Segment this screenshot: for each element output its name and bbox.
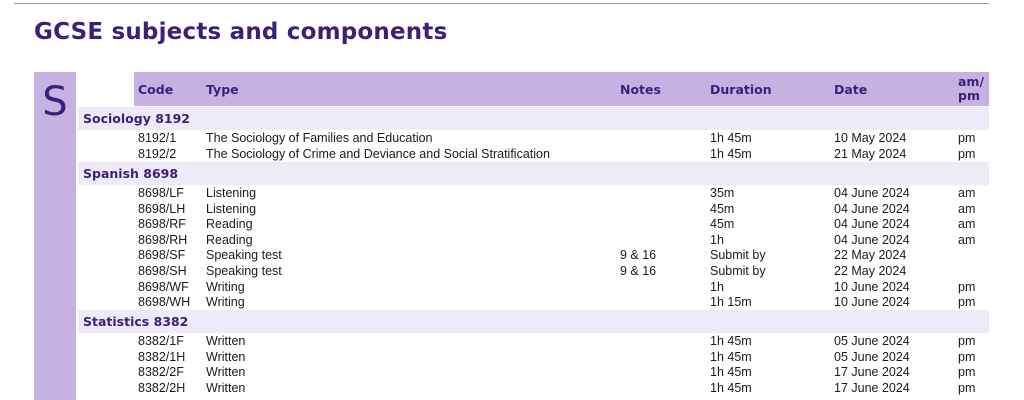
cell-code: 8382/2H	[138, 380, 186, 395]
cell-type: The Sociology of Families and Education	[206, 131, 433, 145]
cell-duration: 1h 45m	[710, 380, 752, 395]
cell-date: 21 May 2024	[834, 146, 907, 161]
cell-duration: 1h 45m	[710, 146, 752, 161]
cell-duration: 1h 15m	[710, 295, 752, 310]
cell-date: 04 June 2024	[834, 201, 910, 216]
cell-type: Written	[206, 334, 246, 348]
cell-duration: 1h	[710, 232, 724, 247]
cell-date: 17 June 2024	[834, 380, 910, 395]
cell-ampm: pm	[958, 279, 976, 294]
cell-type: Listening	[206, 186, 257, 200]
cell-code: 8698/RF	[138, 217, 186, 232]
cell-type: Speaking test	[206, 248, 282, 263]
cell-type: Writing	[206, 279, 245, 294]
column-header-date: Date	[834, 82, 868, 97]
cell-code: 8382/1H	[138, 349, 186, 364]
cell-duration: 45m	[710, 201, 735, 216]
cell-duration: 45m	[710, 217, 735, 232]
cell-date: 10 June 2024	[834, 279, 910, 294]
cell-notes: 9 & 16	[620, 248, 657, 263]
cell-ampm: pm	[958, 334, 976, 348]
cell-code: 8192/1	[138, 131, 177, 145]
cell-ampm: pm	[958, 365, 976, 380]
column-header-code: Code	[138, 82, 174, 97]
cell-type: Speaking test	[206, 264, 282, 278]
cell-duration: Submit by	[710, 248, 766, 263]
section-letter: S	[42, 79, 68, 125]
cell-duration: 35m	[710, 186, 735, 200]
cell-notes: 9 & 16	[620, 264, 657, 278]
subject-title: Sociology 8192	[83, 111, 190, 126]
cell-code: 8698/LH	[138, 201, 186, 216]
subject-heading: Statistics 8382	[78, 310, 989, 333]
cell-date: 17 June 2024	[834, 365, 910, 380]
cell-duration: 1h 45m	[710, 365, 752, 380]
cell-date: 22 May 2024	[834, 264, 907, 278]
cell-code: 8192/2	[138, 146, 177, 161]
cell-code: 8698/RH	[138, 232, 188, 247]
cell-ampm: am	[958, 232, 976, 247]
column-header-ampm: am/ pm	[958, 74, 985, 103]
cell-code: 8698/LF	[138, 186, 184, 200]
cell-code: 8698/SF	[138, 248, 186, 263]
subject-title: Statistics 8382	[83, 314, 189, 329]
cell-date: 04 June 2024	[834, 232, 910, 247]
cell-duration: 1h 45m	[710, 131, 752, 145]
cell-type: Writing	[206, 295, 245, 310]
cell-duration: 1h	[710, 279, 724, 294]
section-letter-tab: S	[34, 72, 76, 400]
cell-date: 04 June 2024	[834, 186, 910, 200]
cell-ampm: pm	[958, 349, 976, 364]
cell-ampm: am	[958, 201, 976, 216]
cell-type: Reading	[206, 232, 253, 247]
cell-code: 8382/1F	[138, 334, 184, 348]
cell-duration: 1h 45m	[710, 334, 752, 348]
subject-heading: Spanish 8698	[78, 162, 989, 185]
cell-type: Listening	[206, 201, 257, 216]
cell-date: 04 June 2024	[834, 217, 910, 232]
cell-duration: Submit by	[710, 264, 766, 278]
cell-type: Reading	[206, 217, 253, 232]
subject-title: Spanish 8698	[83, 166, 179, 181]
cell-duration: 1h 45m	[710, 349, 752, 364]
cell-ampm: am	[958, 186, 976, 200]
cell-code: 8698/SH	[138, 264, 187, 278]
cell-ampm: am	[958, 217, 976, 232]
top-divider	[14, 3, 989, 4]
cell-date: 10 June 2024	[834, 295, 910, 310]
cell-date: 05 June 2024	[834, 349, 910, 364]
cell-ampm: pm	[958, 131, 976, 145]
cell-type: Written	[206, 349, 246, 364]
cell-date: 10 May 2024	[834, 131, 907, 145]
cell-ampm: pm	[958, 295, 976, 310]
cell-code: 8382/2F	[138, 365, 184, 380]
column-header-type: Type	[206, 82, 239, 97]
column-header-notes: Notes	[620, 82, 661, 97]
table-header	[134, 72, 989, 106]
cell-date: 22 May 2024	[834, 248, 907, 263]
cell-type: Written	[206, 365, 246, 380]
cell-type: The Sociology of Crime and Deviance and …	[206, 146, 550, 161]
column-header-duration: Duration	[710, 82, 772, 97]
cell-type: Written	[206, 380, 246, 395]
cell-ampm: pm	[958, 146, 976, 161]
page-title: GCSE subjects and components	[34, 19, 448, 45]
subject-heading: Sociology 8192	[78, 107, 989, 130]
cell-code: 8698/WH	[138, 295, 191, 310]
cell-code: 8698/WF	[138, 279, 189, 294]
cell-ampm: pm	[958, 380, 976, 395]
cell-date: 05 June 2024	[834, 334, 910, 348]
